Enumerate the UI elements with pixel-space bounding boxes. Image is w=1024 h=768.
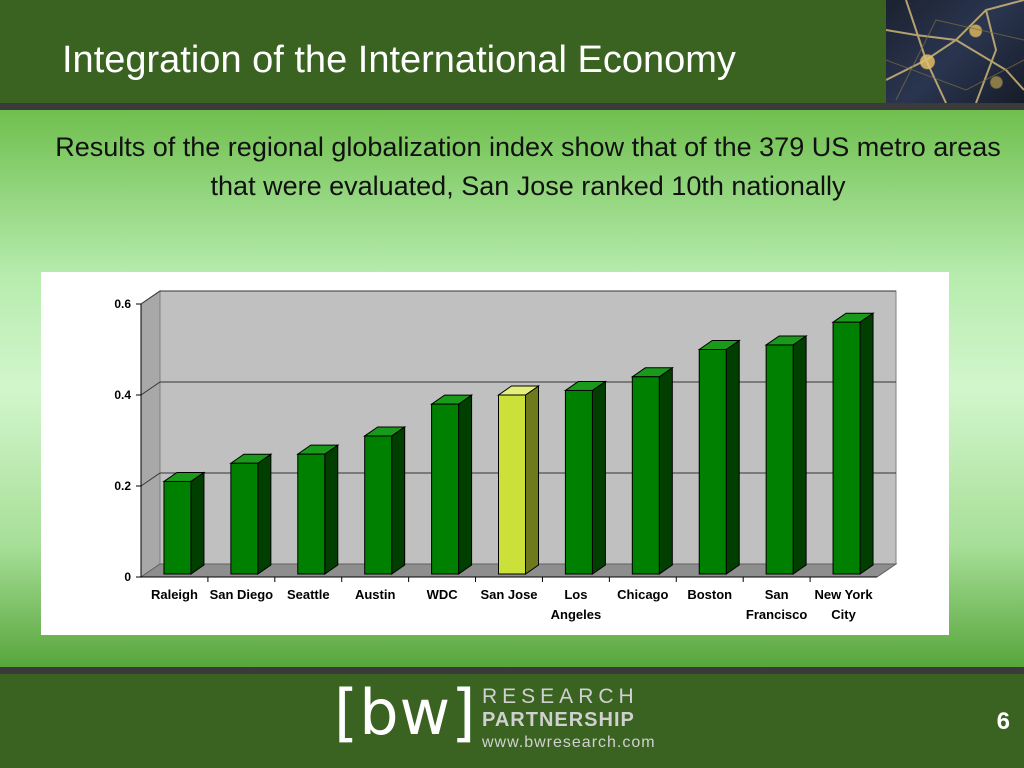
x-tick-label: WDC <box>427 587 459 602</box>
x-tick-label: San Jose <box>480 587 537 602</box>
logo-research: RESEARCH <box>482 685 639 708</box>
slide-title: Integration of the International Economy <box>62 39 736 81</box>
bar-side <box>458 394 473 575</box>
bar <box>631 376 660 575</box>
bar-side <box>391 425 406 575</box>
bar <box>431 403 460 575</box>
neuron-image <box>886 0 1024 103</box>
y-tick-label: 0.6 <box>114 297 131 311</box>
x-tick-label: New York <box>815 587 874 602</box>
x-tick-label: Austin <box>355 587 396 602</box>
gridline-side <box>140 290 161 305</box>
bar-side <box>658 366 673 575</box>
x-tick-label: Raleigh <box>151 587 198 602</box>
x-tick-label: Seattle <box>287 587 330 602</box>
chart-panel: 0 0.2 0.4 0.6 Raleigh San Diego Seattle Austin W… <box>41 272 949 635</box>
bar-side <box>525 385 539 575</box>
x-tick-label: Angeles <box>551 607 602 622</box>
bar <box>564 389 593 575</box>
bar <box>765 344 794 575</box>
bar <box>498 394 526 575</box>
bar <box>698 349 727 575</box>
plot-side-wall <box>140 290 161 578</box>
bar <box>364 435 393 575</box>
y-tick-label: 0.4 <box>114 388 131 402</box>
bar-chart: 0 0.2 0.4 0.6 Raleigh San Diego Seattle Austin W… <box>114 290 898 622</box>
footer-bar <box>0 674 1024 768</box>
y-tick-label: 0 <box>124 570 131 584</box>
x-tick-label: San <box>765 587 789 602</box>
header-bar <box>0 0 1024 103</box>
bar <box>163 480 192 575</box>
x-tick-label: Los <box>564 587 587 602</box>
x-tick-label: Boston <box>687 587 732 602</box>
gridline-side <box>140 381 161 396</box>
x-tick-label: San Diego <box>210 587 274 602</box>
top-divider <box>0 103 1024 110</box>
bw-logo: [bw] RESEARCH PARTNERSHIP www.bwresearch… <box>334 678 714 754</box>
bar-side <box>257 453 272 575</box>
logo-url: www.bwresearch.com <box>482 734 656 751</box>
logo-partnership: PARTNERSHIP <box>482 709 635 731</box>
bar <box>297 453 326 575</box>
logo-mark: [bw] <box>334 676 477 749</box>
page-number: 6 <box>996 708 1010 735</box>
bar <box>230 462 259 575</box>
bottom-divider <box>0 667 1024 674</box>
x-tick-label: City <box>831 607 856 622</box>
y-tick-label: 0.2 <box>114 479 131 493</box>
slide-subtitle: Results of the regional globalization in… <box>55 132 1001 201</box>
bar-side <box>725 339 740 575</box>
bar-side <box>190 471 205 575</box>
gridline-side <box>140 472 161 487</box>
bar-side <box>591 380 606 575</box>
x-tick-label: Francisco <box>746 607 807 622</box>
bar-side <box>324 444 339 575</box>
bar-side <box>859 312 874 575</box>
x-tick-label: Chicago <box>617 587 668 602</box>
bar-side <box>792 334 807 575</box>
bar <box>832 321 861 575</box>
